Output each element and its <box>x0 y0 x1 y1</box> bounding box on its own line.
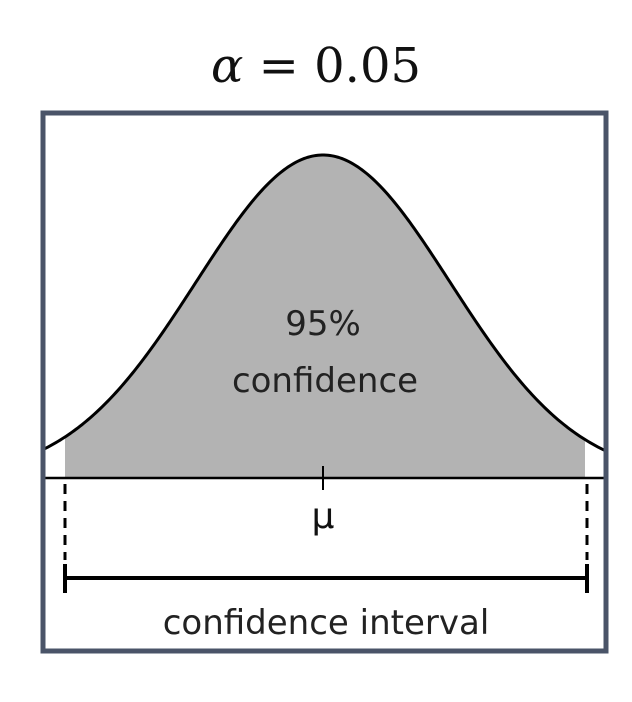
center-label-confidence: confidence <box>232 361 418 401</box>
title-value: = 0.05 <box>243 38 421 94</box>
mean-symbol: μ <box>312 496 335 537</box>
interval-label: confidence interval <box>163 603 490 643</box>
title: α = 0.05 <box>211 38 421 94</box>
center-label-percent: 95% <box>285 304 361 344</box>
title-alpha-symbol: α <box>211 38 243 94</box>
confidence-region-shading <box>65 155 585 478</box>
plot-frame <box>40 110 609 654</box>
normal-distribution-curve <box>44 153 605 453</box>
